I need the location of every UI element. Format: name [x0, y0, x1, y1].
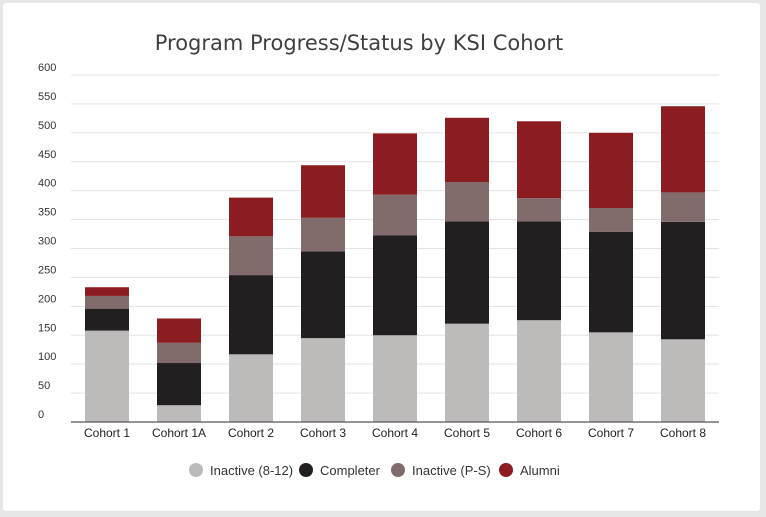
x-tick-label: Cohort 3 — [300, 426, 346, 440]
x-tick-label: Cohort 7 — [588, 426, 634, 440]
y-axis-ticks: 0 50 100 150 200 250 300 350 400 450 500 550 600 — [38, 62, 56, 421]
y-tick-label: 100 — [38, 351, 56, 363]
bar-segment — [157, 318, 201, 343]
y-tick-label: 600 — [38, 62, 56, 74]
bar-segment — [661, 221, 705, 340]
bar-segment — [445, 323, 489, 422]
bar-segment — [229, 236, 273, 276]
bar-segment — [85, 330, 129, 422]
bar-segment — [445, 221, 489, 324]
chart-card: Program Progress/Status by KSI Cohort 0 5… — [3, 3, 760, 511]
legend-swatch — [391, 463, 405, 477]
bar-segment — [229, 275, 273, 355]
bar-segment — [373, 133, 417, 195]
bar-segment — [373, 235, 417, 336]
y-tick-label: 450 — [38, 149, 56, 161]
legend-label: Completer — [320, 463, 381, 478]
bar-segment — [85, 287, 129, 296]
bar-segment — [85, 308, 129, 331]
bar-segment — [517, 121, 561, 199]
stacked-bar-chart: Program Progress/Status by KSI Cohort 0 5… — [38, 31, 719, 478]
bar-segment — [301, 165, 345, 218]
x-tick-label: Cohort 2 — [228, 426, 274, 440]
legend-swatch — [299, 463, 313, 477]
bar-segment — [589, 208, 633, 232]
bar-segment — [661, 106, 705, 193]
legend-label: Alumni — [520, 463, 560, 478]
legend: Inactive (8-12) Completer Inactive (P-S) Al… — [189, 463, 560, 478]
bar-segment — [445, 117, 489, 182]
bar-segment — [661, 339, 705, 422]
x-axis-ticks: Cohort 1 Cohort 1A Cohort 2 Cohort 3 Cohort … — [71, 421, 719, 440]
bars — [85, 106, 705, 422]
y-tick-label: 150 — [38, 322, 56, 334]
y-tick-label: 300 — [38, 236, 56, 248]
bar-segment — [157, 342, 201, 364]
x-tick-label: Cohort 4 — [372, 426, 418, 440]
y-tick-label: 50 — [38, 380, 50, 392]
x-tick-label: Cohort 5 — [444, 426, 490, 440]
x-tick-label: Cohort 8 — [660, 426, 706, 440]
bar-segment — [85, 295, 129, 309]
bar-segment — [589, 132, 633, 209]
x-tick-label: Cohort 1 — [84, 426, 130, 440]
legend-label: Inactive (P-S) — [412, 463, 491, 478]
bar-segment — [157, 405, 201, 422]
y-tick-label: 200 — [38, 293, 56, 305]
chart-title: Program Progress/Status by KSI Cohort — [155, 31, 564, 55]
x-tick-label: Cohort 6 — [516, 426, 562, 440]
bar-segment — [301, 338, 345, 422]
bar-segment — [517, 221, 561, 321]
y-tick-label: 350 — [38, 207, 56, 219]
y-tick-label: 500 — [38, 120, 56, 132]
bar-segment — [517, 320, 561, 422]
y-tick-label: 250 — [38, 264, 56, 276]
x-tick-label: Cohort 1A — [152, 426, 206, 440]
bar-segment — [445, 181, 489, 222]
y-tick-label: 550 — [38, 91, 56, 103]
y-tick-label: 0 — [38, 409, 44, 421]
bar-segment — [229, 354, 273, 422]
bar-segment — [157, 363, 201, 406]
y-tick-label: 400 — [38, 178, 56, 190]
bar-segment — [229, 197, 273, 237]
bar-segment — [661, 192, 705, 222]
bar-segment — [589, 231, 633, 333]
legend-swatch — [499, 463, 513, 477]
bar-segment — [373, 335, 417, 422]
bar-segment — [301, 251, 345, 339]
legend-swatch — [189, 463, 203, 477]
bar-segment — [301, 217, 345, 252]
bar-segment — [373, 194, 417, 236]
bar-segment — [589, 332, 633, 422]
legend-label: Inactive (8-12) — [210, 463, 293, 478]
bar-segment — [517, 198, 561, 222]
